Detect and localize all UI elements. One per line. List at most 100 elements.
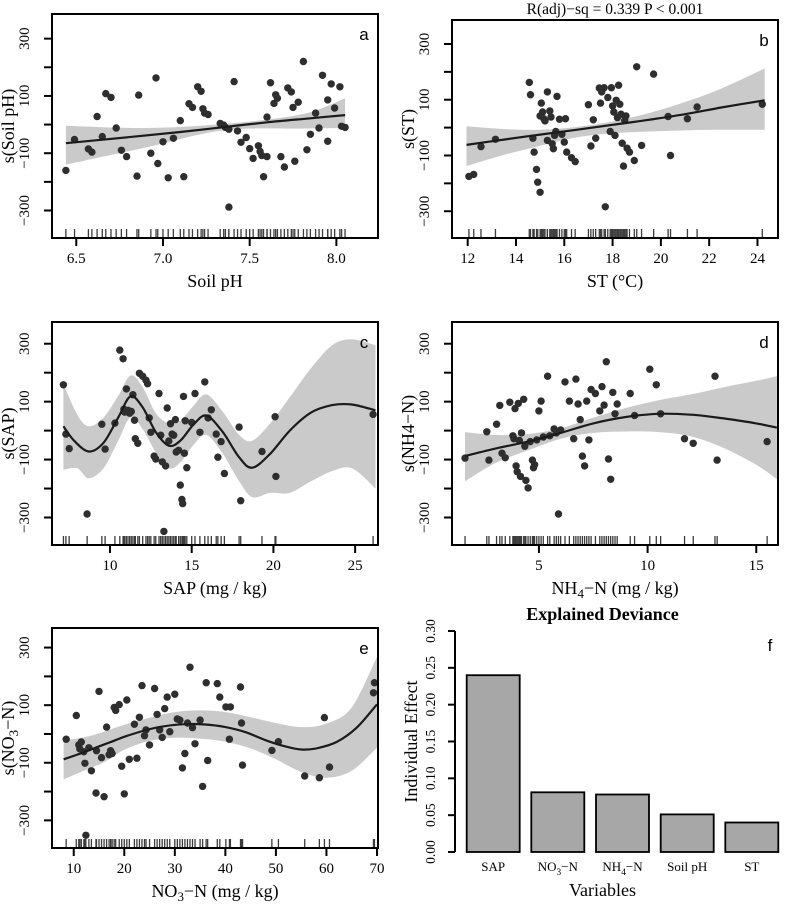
data-point (633, 63, 641, 71)
data-point (233, 127, 242, 135)
data-point (62, 735, 70, 743)
rug (464, 536, 768, 544)
x-tick-label: 8.0 (327, 251, 346, 267)
data-point (652, 381, 660, 389)
data-point (214, 453, 222, 461)
data-point (147, 428, 155, 436)
data-point (549, 145, 558, 153)
axis-ticks (44, 37, 338, 246)
smooth-line (464, 412, 778, 458)
data-point (583, 397, 591, 405)
data-point (560, 138, 568, 146)
data-point (181, 417, 189, 425)
confidence-band (65, 98, 346, 165)
data-point (112, 706, 120, 715)
panel-f-explained-deviance: 0.00 0.05 0.10 0.15 0.20 0.25 0.30 SAP NO3−N NH4−… (401, 607, 780, 900)
data-point (88, 148, 96, 156)
smooth-line (65, 114, 346, 145)
data-point (191, 389, 199, 398)
plot-box (51, 321, 379, 546)
data-point (133, 172, 141, 180)
data-point (538, 108, 547, 116)
data-point (171, 690, 179, 698)
plot-box (451, 321, 779, 546)
data-point (130, 720, 139, 728)
panel-title: R(adj)−sq = 0.339 P < 0.001 (527, 1, 704, 18)
data-point (330, 104, 339, 112)
data-point (93, 112, 101, 121)
data-point (225, 735, 234, 743)
panel-letter: d (759, 333, 768, 352)
panel-letter: e (359, 639, 368, 658)
data-point (547, 113, 555, 121)
x-tick-label: 10 (103, 558, 118, 574)
plot-box (451, 19, 779, 239)
panel-c-sap: 10 15 20 25 −300 −100 100 300 SAP (mg / kg) s(SAP… (0, 321, 379, 599)
data-point (532, 165, 541, 174)
data-point (501, 454, 509, 462)
bars (465, 674, 780, 853)
data-point (197, 87, 205, 96)
data-point (561, 378, 569, 386)
data-point (530, 148, 538, 156)
data-point (592, 134, 600, 142)
data-point (315, 124, 323, 132)
data-point (237, 719, 246, 727)
data-point (226, 703, 235, 711)
data-point (607, 475, 615, 483)
axis-ticks (448, 630, 455, 853)
data-point (101, 445, 109, 453)
data-point (204, 110, 212, 119)
data-point (626, 389, 634, 398)
data-point (174, 446, 183, 454)
tick-labels: 10 20 30 40 50 60 70 −300 −100 100 300 (17, 636, 384, 877)
bar (659, 813, 715, 853)
data-point (263, 152, 271, 161)
data-point (525, 78, 533, 87)
y-tick-label: −300 (17, 502, 33, 533)
data-point (291, 157, 299, 165)
data-point (512, 462, 520, 470)
data-point (196, 428, 204, 436)
x-tick-label: 60 (319, 861, 334, 877)
data-point (318, 71, 327, 80)
data-point (666, 151, 675, 160)
data-point (589, 116, 597, 124)
data-point (555, 115, 564, 123)
y-tick-label: 0.10 (423, 766, 438, 790)
data-point (607, 84, 616, 92)
panel-letter: a (359, 25, 369, 44)
tick-labels: 0.00 0.05 0.10 0.15 0.20 0.25 0.30 (423, 619, 438, 864)
data-point (306, 130, 315, 138)
data-point (537, 397, 545, 405)
data-point (213, 679, 221, 688)
y-tick-label: 100 (417, 88, 433, 111)
data-point (246, 144, 254, 153)
data-point (235, 423, 243, 431)
data-point (143, 380, 152, 388)
data-point (225, 203, 233, 211)
y-tick-label: 300 (17, 332, 33, 355)
data-point (713, 456, 721, 464)
y-tick-label: −100 (417, 140, 433, 171)
x-tick-label: 40 (218, 861, 233, 877)
x-tick-label: 12 (460, 251, 475, 267)
data-point (230, 77, 238, 86)
data-point (176, 116, 184, 125)
data-point (107, 93, 115, 102)
bar-category-label: Soil pH (667, 859, 707, 874)
data-point (571, 157, 579, 166)
bar (595, 793, 650, 853)
data-point (514, 399, 522, 408)
data-point (601, 203, 609, 211)
data-point (517, 429, 526, 437)
data-point (524, 484, 532, 492)
y-axis-label: s(ST) (400, 109, 419, 149)
data-point (154, 159, 162, 168)
y-tick-label: 100 (17, 390, 33, 413)
panel-letter: c (360, 333, 369, 352)
tick-labels: 6.5 7.0 7.5 8.0 −300 −100 100 300 (17, 27, 346, 267)
x-tick-label: 16 (557, 251, 573, 267)
data-point (541, 117, 549, 125)
